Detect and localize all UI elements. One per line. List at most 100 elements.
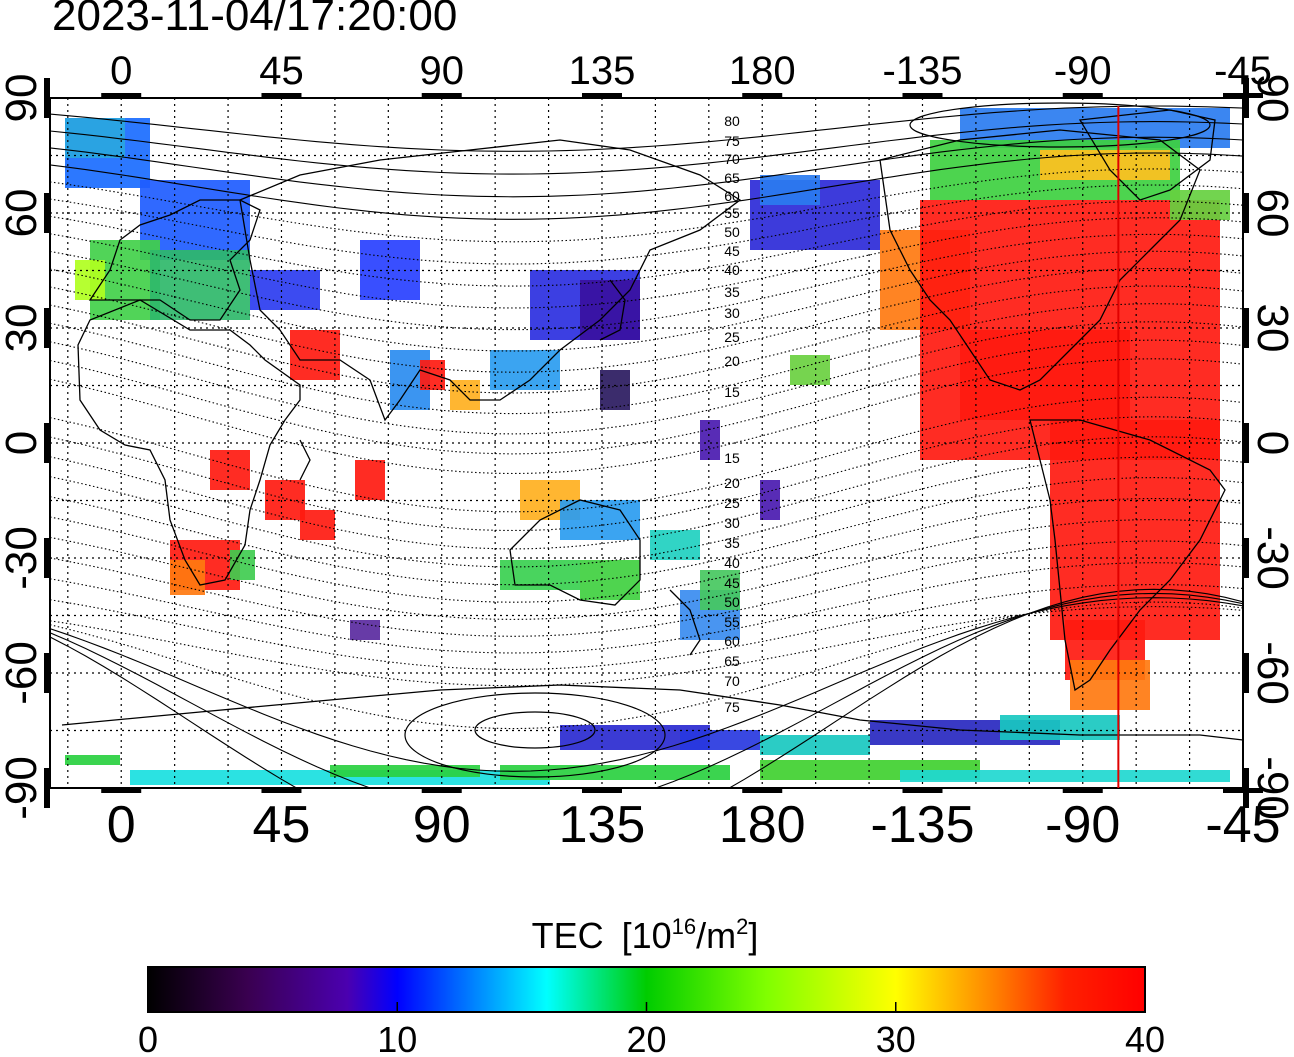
contour-line [50,152,1243,220]
contour-line [50,303,1243,415]
contour-label: 60 [724,188,740,204]
tec-patch [680,730,760,750]
tec-patch [650,530,700,560]
contour-label: 35 [724,284,740,300]
contour-line [50,606,1243,687]
frame-tick [1243,308,1249,348]
contour-label: 80 [724,113,740,129]
tec-patch [1000,715,1120,740]
lon-ticks-bottom: 0 45 90 135 180 -135 -90 -45 [107,796,1281,854]
frame-tick [44,308,50,348]
tec-patch [65,755,120,765]
contour-label: 35 [724,535,740,551]
frame-tick [1062,788,1103,793]
lon-tick-label-top: 180 [729,49,796,93]
frame-tick [101,788,142,793]
colorbar-tick-label: 40 [1125,1019,1165,1057]
contour-line [50,592,1243,788]
tec-patch [760,735,870,755]
contour-label: 45 [724,243,740,259]
frame-tick [1062,93,1103,98]
contour-label: 60 [724,633,740,649]
tec-patch [600,370,630,410]
lat-ticks-left: 90 60 30 0 -30 -60 -90 [0,74,46,820]
coastline [239,139,742,422]
contour-line [50,233,1243,331]
colorbar-tick-label: 0 [138,1019,158,1057]
frame-tick [44,193,50,233]
contour-line [50,267,1243,373]
magnetic-contours [50,102,1243,788]
contour-line [50,285,1243,394]
contour-label: 20 [724,353,740,369]
frame-tick [902,788,943,793]
contour-line [909,102,1211,148]
frame-tick [1243,768,1249,808]
contour-label: 70 [724,151,740,167]
coastline [77,299,301,586]
contour-label: 70 [724,673,740,689]
contour-line [50,217,1243,309]
coastline [879,129,1201,391]
lon-tick-label-top: -135 [882,49,962,93]
frame-tick [44,653,50,693]
lat-tick-label-right: 0 [1248,431,1294,455]
frame-tick [1243,193,1249,233]
contour-label: 40 [724,555,740,571]
lon-tick-label-bottom: 0 [107,796,136,854]
colorbar-title: TEC [1016/m2] [532,914,759,956]
contour-label: 50 [724,594,740,610]
lat-tick-label-left: -60 [0,641,46,705]
frame-tick [581,93,622,98]
tec-patch [700,570,740,610]
lon-tick-label-bottom: 45 [253,796,311,854]
tec-patch [290,330,340,380]
contour-label: 55 [724,205,740,221]
colorbar-tick-label: 30 [876,1019,916,1057]
frame-ticks [44,78,1263,808]
tec-patch [580,560,640,600]
contour-line [50,416,1243,532]
tec-patch [350,620,380,640]
frame-tick [101,93,142,98]
frame-tick [44,78,50,118]
contour-label: 50 [724,224,740,240]
lat-tick-label-right: 30 [1248,304,1294,353]
tec-patch [330,765,480,777]
contour-label: 25 [724,329,740,345]
lat-tick-label-left: 60 [0,189,46,238]
contour-line [50,136,1243,198]
coastline [599,279,626,341]
tec-patch [75,260,105,300]
timestamp: 2023-11-04/17:20:00 [52,0,458,40]
contour-label: 15 [724,384,740,400]
contour-label: 20 [724,475,740,491]
lat-tick-label-left: 0 [0,431,46,455]
contour-line [50,456,1243,568]
contour-line [50,588,1243,788]
contour-line [50,519,1243,620]
lon-tick-label-top: 135 [569,49,636,93]
tec-patch [900,770,1230,782]
lat-tick-label-left: -90 [0,756,46,820]
frame-tick [421,788,462,793]
contour-line [50,497,1243,603]
frame-tick [742,93,783,98]
lon-tick-label-bottom: 180 [719,796,806,854]
frame-tick [44,423,50,463]
tec-patch [250,270,320,310]
contour-label: 75 [724,699,740,715]
contour-label: 75 [724,133,740,149]
contour-line [50,540,1243,637]
lat-tick-label-right: 90 [1248,74,1294,123]
lon-tick-label-top: 45 [259,49,304,93]
contour-line [50,321,1243,435]
tec-patch [560,500,640,540]
contour-label: 25 [724,495,740,511]
lat-tick-label-left: 30 [0,304,46,353]
frame-tick [261,93,302,98]
frame-tick [421,93,462,98]
colorbar-ticks: 0 10 20 30 40 [138,1002,1165,1057]
coastline [61,684,1243,741]
